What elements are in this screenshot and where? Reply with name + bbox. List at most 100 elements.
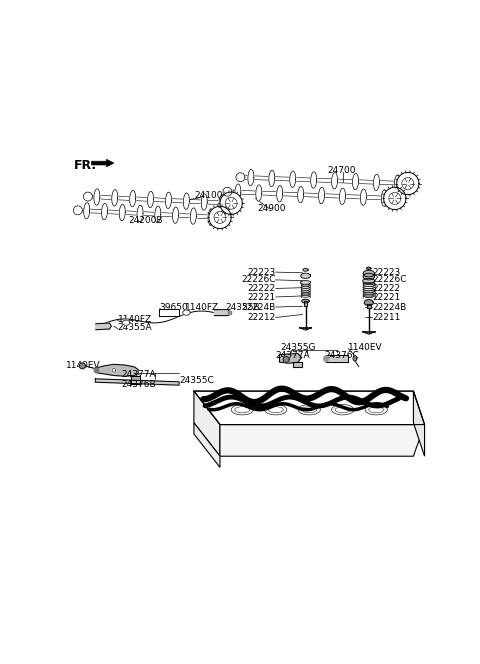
Polygon shape <box>290 171 296 187</box>
Polygon shape <box>96 323 111 330</box>
Ellipse shape <box>363 291 375 293</box>
Ellipse shape <box>235 407 250 413</box>
Polygon shape <box>191 208 196 224</box>
Polygon shape <box>228 311 231 314</box>
Text: 1140EV: 1140EV <box>66 361 100 371</box>
Polygon shape <box>363 273 374 280</box>
Text: 22211: 22211 <box>372 313 401 322</box>
Text: 24376B: 24376B <box>121 380 156 389</box>
Text: 22226C: 22226C <box>241 276 276 284</box>
Text: 1140EV: 1140EV <box>348 343 383 352</box>
Polygon shape <box>130 191 136 207</box>
Polygon shape <box>352 173 359 190</box>
Polygon shape <box>283 357 289 363</box>
Text: 22224B: 22224B <box>241 303 276 311</box>
Polygon shape <box>256 185 262 201</box>
Text: 22223: 22223 <box>248 268 276 277</box>
Polygon shape <box>353 356 357 361</box>
Text: 24700: 24700 <box>328 167 356 175</box>
Polygon shape <box>122 320 130 325</box>
Polygon shape <box>311 172 317 188</box>
Polygon shape <box>194 423 220 467</box>
Polygon shape <box>363 270 374 277</box>
Polygon shape <box>373 174 379 191</box>
Polygon shape <box>96 379 179 385</box>
Text: 22222: 22222 <box>372 284 401 293</box>
Polygon shape <box>324 356 328 362</box>
Ellipse shape <box>300 273 311 278</box>
Polygon shape <box>304 301 307 305</box>
Polygon shape <box>183 193 189 209</box>
Polygon shape <box>319 187 324 204</box>
Polygon shape <box>172 207 179 223</box>
Polygon shape <box>279 353 302 363</box>
Polygon shape <box>137 205 143 222</box>
Polygon shape <box>277 186 283 202</box>
Polygon shape <box>298 187 304 203</box>
Polygon shape <box>248 169 254 186</box>
Ellipse shape <box>363 293 375 295</box>
Polygon shape <box>208 208 214 225</box>
Ellipse shape <box>301 284 310 286</box>
Polygon shape <box>413 391 424 456</box>
Polygon shape <box>84 203 90 219</box>
Polygon shape <box>166 192 171 208</box>
Text: 24200B: 24200B <box>129 216 163 225</box>
Ellipse shape <box>268 407 283 413</box>
Polygon shape <box>235 184 241 201</box>
Text: 22226C: 22226C <box>372 276 407 284</box>
Polygon shape <box>155 206 161 222</box>
Text: 24100D: 24100D <box>194 191 229 200</box>
Polygon shape <box>112 190 118 206</box>
Ellipse shape <box>369 407 384 413</box>
Text: 22221: 22221 <box>248 293 276 301</box>
Text: 24355G: 24355G <box>281 343 316 352</box>
Text: 22222: 22222 <box>248 284 276 293</box>
Polygon shape <box>219 195 225 211</box>
Text: 24376C: 24376C <box>324 351 359 361</box>
Polygon shape <box>269 170 275 187</box>
Polygon shape <box>201 194 207 210</box>
Ellipse shape <box>302 407 317 413</box>
Polygon shape <box>101 203 108 220</box>
Polygon shape <box>384 187 406 210</box>
Polygon shape <box>209 207 231 228</box>
Polygon shape <box>367 304 371 308</box>
Ellipse shape <box>298 404 321 415</box>
Polygon shape <box>292 362 302 367</box>
Polygon shape <box>396 173 419 195</box>
Ellipse shape <box>335 407 350 413</box>
Ellipse shape <box>301 291 310 293</box>
Ellipse shape <box>301 286 310 288</box>
Polygon shape <box>94 189 100 205</box>
Text: FR.: FR. <box>74 159 97 171</box>
Polygon shape <box>360 189 366 205</box>
Ellipse shape <box>301 289 310 290</box>
Text: 1140FZ: 1140FZ <box>118 315 152 324</box>
Text: 22224B: 22224B <box>372 303 407 311</box>
Polygon shape <box>302 299 309 303</box>
Ellipse shape <box>363 287 375 288</box>
Text: 24355C: 24355C <box>179 376 214 385</box>
Text: 24355A: 24355A <box>118 323 152 332</box>
Polygon shape <box>381 190 387 206</box>
Text: 24355B: 24355B <box>226 303 260 312</box>
Ellipse shape <box>332 404 354 415</box>
Polygon shape <box>73 206 83 214</box>
Text: 22221: 22221 <box>372 293 401 301</box>
Polygon shape <box>147 191 154 208</box>
Ellipse shape <box>301 293 310 295</box>
Polygon shape <box>131 376 140 384</box>
Polygon shape <box>363 278 375 284</box>
Ellipse shape <box>301 295 310 297</box>
Polygon shape <box>94 368 99 373</box>
Polygon shape <box>367 267 371 270</box>
Polygon shape <box>223 187 232 196</box>
Text: 24900: 24900 <box>257 204 286 212</box>
Ellipse shape <box>363 295 375 297</box>
Ellipse shape <box>231 404 253 415</box>
Polygon shape <box>220 424 424 456</box>
Text: 22212: 22212 <box>248 313 276 322</box>
Polygon shape <box>395 175 400 191</box>
Polygon shape <box>183 310 190 315</box>
